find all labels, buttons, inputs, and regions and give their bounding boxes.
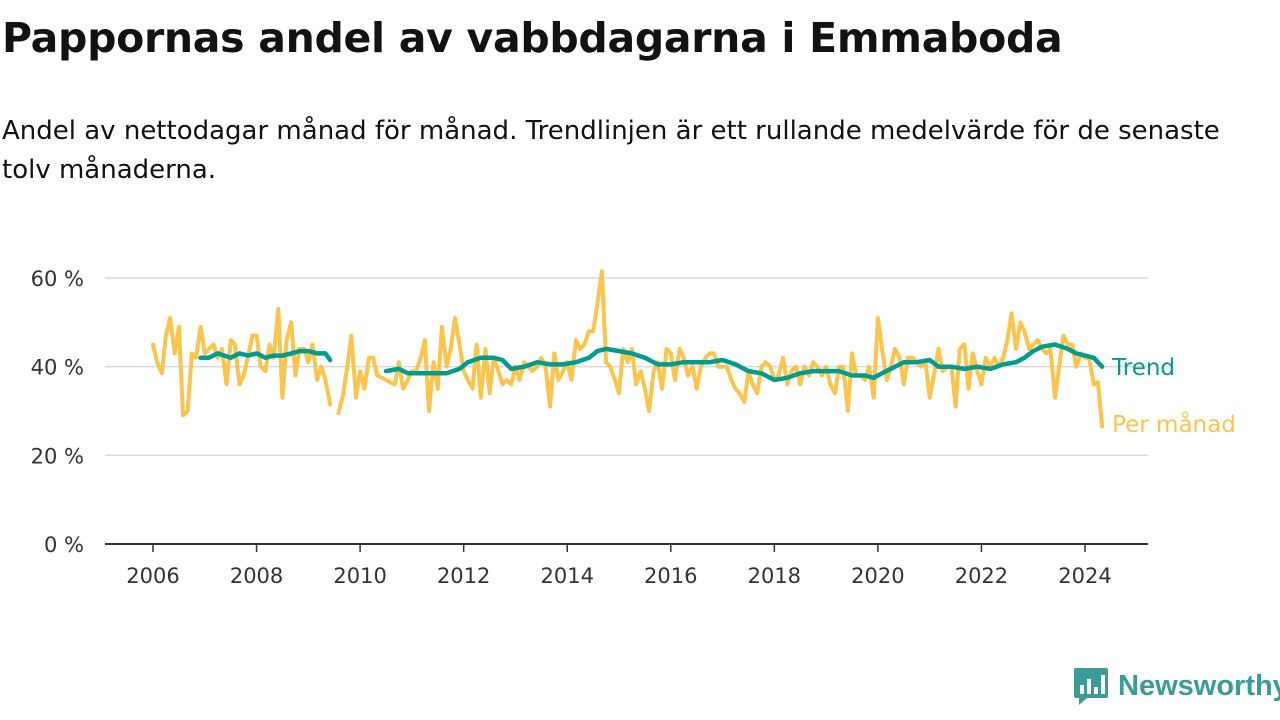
x-tick-label: 2010: [333, 564, 386, 588]
x-tick-label: 2006: [126, 564, 179, 588]
series-line-trend: [383, 342, 1105, 383]
x-tick-label: 2014: [540, 564, 593, 588]
series-line-per-manad: [151, 307, 333, 418]
x-tick-label: 2012: [437, 564, 490, 588]
series-labels: Per månad Trend: [1111, 355, 1236, 438]
brand-name: Newsworthy: [1118, 669, 1280, 702]
x-tick-label: 2024: [1058, 564, 1111, 588]
x-tick-label: 2018: [748, 564, 801, 588]
chart-subtitle: Andel av nettodagar månad för månad. Tre…: [2, 116, 1220, 185]
y-axis-ticks: 0 % 20 % 40 % 60 %: [31, 267, 84, 557]
series-line-per-manad: [336, 269, 1105, 429]
bar-chart-logo-icon: [1074, 668, 1108, 705]
x-tick-label: 2016: [644, 564, 697, 588]
x-tick-label: 2022: [955, 564, 1008, 588]
series-line-trend: [198, 348, 333, 363]
y-tick-label: 20 %: [31, 444, 84, 468]
chart-title: Pappornas andel av vabbdagarna i Emmabod…: [2, 14, 1063, 62]
x-tick-label: 2008: [230, 564, 283, 588]
y-tick-label: 60 %: [31, 267, 84, 291]
x-axis-ticks: 2006 2008 2010 2012 2014 2016 2018 2020 2022 2024: [105, 543, 1148, 588]
series-label-trend: Trend: [1111, 355, 1175, 381]
y-tick-label: 40 %: [31, 356, 84, 380]
series-lines: [151, 269, 1105, 429]
y-tick-label: 0 %: [44, 533, 84, 557]
series-label-per-manad: Per månad: [1112, 410, 1236, 438]
x-tick-label: 2020: [851, 564, 904, 588]
newsworthy-logo: Newsworthy: [1073, 666, 1280, 706]
